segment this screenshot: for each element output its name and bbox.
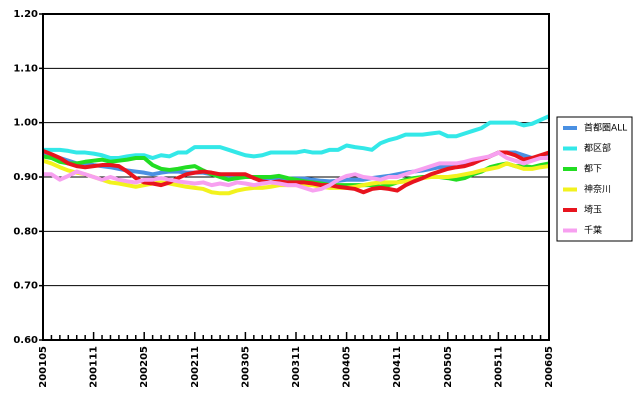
legend-label: 都下 bbox=[584, 164, 602, 175]
x-tick-label: 200605 bbox=[544, 346, 555, 388]
x-tick-label: 200211 bbox=[190, 346, 201, 388]
legend-label: 千葉 bbox=[584, 224, 602, 236]
y-tick-label: 1.10 bbox=[13, 63, 38, 74]
y-tick-label: 0.60 bbox=[13, 335, 38, 346]
x-tick-label: 200105 bbox=[38, 346, 49, 388]
series-line bbox=[43, 150, 549, 193]
y-tick-label: 0.90 bbox=[13, 172, 38, 183]
y-tick-label: 0.80 bbox=[13, 226, 38, 237]
series-line bbox=[43, 114, 550, 160]
legend-label: 都区部 bbox=[584, 142, 611, 154]
x-tick-label: 200205 bbox=[139, 346, 150, 388]
legend-label: 埼玉 bbox=[584, 204, 602, 216]
y-tick-label: 1.00 bbox=[13, 118, 38, 129]
series-line bbox=[42, 149, 550, 195]
y-tick-label: 0.70 bbox=[13, 281, 38, 292]
series-line bbox=[42, 154, 550, 189]
x-tick-label: 200505 bbox=[443, 346, 454, 388]
x-tick-label: 200111 bbox=[89, 346, 100, 388]
legend-label: 神奈川 bbox=[584, 183, 611, 195]
x-tick-label: 200411 bbox=[392, 346, 403, 388]
x-tick-label: 200511 bbox=[493, 346, 504, 388]
y-tick-label: 1.20 bbox=[13, 9, 38, 20]
legend-label: 首都圏ALL bbox=[584, 122, 627, 134]
plot-frame bbox=[42, 13, 550, 341]
legend-box bbox=[556, 116, 633, 242]
x-tick-label: 200405 bbox=[342, 346, 353, 388]
x-tick-label: 200305 bbox=[240, 346, 251, 388]
x-tick-label: 200311 bbox=[291, 346, 302, 388]
